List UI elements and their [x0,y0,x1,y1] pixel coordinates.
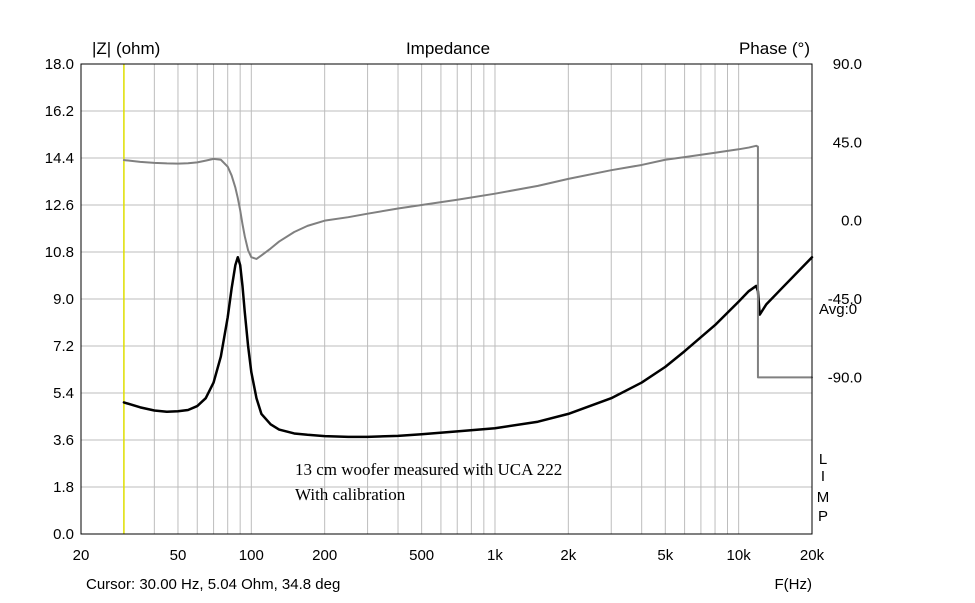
y-tick-label-right: 0.0 [841,213,862,230]
limp-letter: I [821,468,825,485]
limp-letter: M [817,489,830,506]
x-axis-label: F(Hz) [775,576,813,593]
y-tick-label-left: 12.6 [45,197,74,214]
limp-label: L I M P [817,451,830,525]
annotation-line: With calibration [295,485,406,504]
y-tick-label-left: 5.4 [53,385,74,402]
x-tick-label: 200 [312,547,337,564]
y-tick-label-left: 16.2 [45,103,74,120]
plot-frame [80,63,813,535]
y-tick-label-left: 9.0 [53,291,74,308]
x-tick-label: 50 [170,547,187,564]
y-axis-right-label: Phase (°) [739,39,810,58]
y-tick-label-right: -90.0 [828,369,862,386]
y-tick-label-right: 45.0 [833,134,862,151]
average-label: Avg:0 [819,301,857,318]
grid [81,64,812,534]
y-tick-label-left: 18.0 [45,56,74,73]
x-tick-label: 20k [800,547,825,564]
y-tick-label-left: 10.8 [45,244,74,261]
x-tick-label: 500 [409,547,434,564]
cursor-readout: Cursor: 30.00 Hz, 5.04 Ohm, 34.8 deg [86,576,340,593]
x-tick-label: 100 [239,547,264,564]
impedance-series-line [122,255,814,439]
y-tick-label-left: 7.2 [53,338,74,355]
x-tick-label: 1k [487,547,503,564]
y-tick-label-left: 1.8 [53,479,74,496]
tick-labels: 20 50 100 200 500 1k 2k 5k 10k 20k 0.0 1.8 3.6 5.4 7.2… [45,56,862,564]
chart-title: Impedance [406,39,490,58]
annotation-line: 13 cm woofer measured with UCA 222 [295,460,562,479]
x-tick-label: 20 [73,547,90,564]
limp-letter: L [819,451,827,468]
y-tick-label-left: 14.4 [45,150,74,167]
y-axis-left-label: |Z| (ohm) [92,39,160,58]
y-tick-label-left: 3.6 [53,432,74,449]
y-tick-label-right: 90.0 [833,56,862,73]
series-layer [122,144,814,439]
x-tick-label: 5k [657,547,673,564]
y-tick-label-left: 0.0 [53,526,74,543]
y-tick-label-right: -45.0 [828,291,862,308]
limp-letter: P [818,508,828,525]
x-tick-label: 2k [560,547,576,564]
phase-series-line [122,144,813,379]
x-tick-label: 10k [727,547,752,564]
